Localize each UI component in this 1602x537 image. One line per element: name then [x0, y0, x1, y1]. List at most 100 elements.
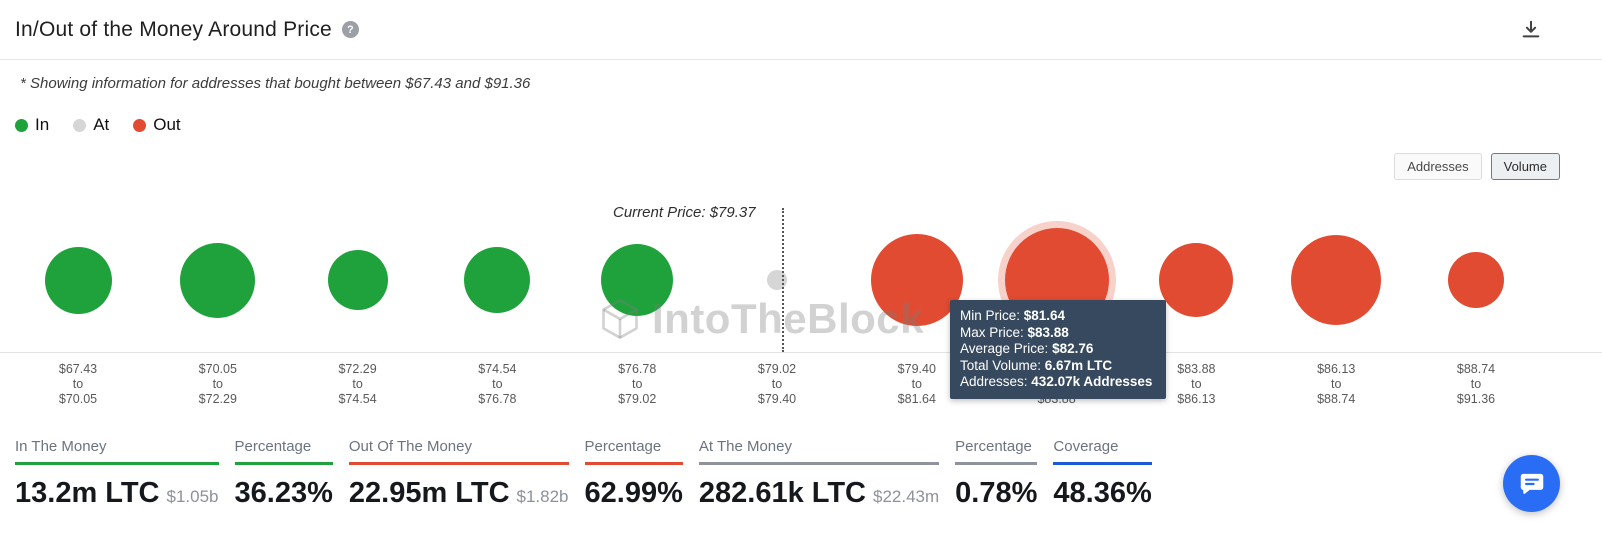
x-axis-tick-11: $88.74 to $91.36: [1411, 362, 1541, 407]
tick-min-price: $72.29: [338, 362, 377, 376]
stat-value: 48.36%: [1053, 477, 1152, 509]
chat-bubble-icon: [1520, 473, 1543, 494]
tick-separator: to: [631, 377, 643, 391]
tick-max-price: $79.02: [618, 392, 657, 406]
x-axis-tick-6: $79.02 to $79.40: [712, 362, 842, 407]
tick-min-price: $74.54: [478, 362, 517, 376]
stat-coverage-7: Coverage 48.36%: [1053, 438, 1152, 510]
tooltip-row-4: Total Volume: 6.67m LTC: [960, 358, 1156, 375]
view-toggle: Addresses Volume: [1394, 153, 1560, 180]
tooltip-row-3: Average Price: $82.76: [960, 341, 1156, 358]
stat-out-of-the-money-3: Out Of The Money 22.95m LTC $1.82b: [348, 438, 569, 510]
stat-value: 36.23%: [234, 477, 333, 509]
tooltip-label: Average Price:: [960, 341, 1053, 356]
help-icon[interactable]: ?: [341, 21, 359, 38]
tooltip-label: Addresses:: [960, 374, 1032, 389]
tooltip-value: 432.07k Addresses: [1031, 374, 1153, 389]
stat-value: 13.2m LTC: [15, 477, 160, 509]
stat-in-the-money-1: In The Money 13.2m LTC $1.05b: [15, 438, 219, 510]
tick-separator: to: [212, 377, 224, 391]
tooltip-label: Total Volume:: [960, 357, 1045, 373]
current-price-line: [782, 208, 784, 352]
tick-separator: to: [352, 377, 363, 391]
stat-value: 62.99%: [584, 477, 683, 509]
bubble-in-1[interactable]: [44, 246, 112, 314]
stat-value: 282.61k LTC: [698, 477, 866, 509]
stat-value-row: 62.99%: [585, 477, 683, 510]
stat-value-row: 13.2m LTC $1.05b: [15, 477, 219, 510]
bubble-chart: IntoTheBlock Current Price: $79.37 $67.4…: [0, 190, 1602, 450]
tick-max-price: $79.40: [757, 392, 797, 406]
current-price-label: Current Price: $79.37: [613, 204, 756, 221]
stat-value: 22.95m LTC: [348, 477, 510, 509]
x-axis-tick-5: $76.78 to $79.02: [572, 362, 702, 407]
stat-label: Percentage: [234, 438, 333, 465]
download-button[interactable]: [1518, 17, 1544, 43]
stat-label: Coverage: [1053, 438, 1152, 465]
tick-separator: to: [492, 377, 503, 391]
tooltip-value: $83.88: [1027, 324, 1069, 340]
stat-value-row: 48.36%: [1053, 477, 1151, 510]
x-axis-tick-2: $70.05 to $72.29: [153, 362, 283, 407]
legend-dot-icon: [133, 118, 147, 132]
stat-value-row: 22.95m LTC $1.82b: [349, 477, 569, 510]
tick-max-price: $88.74: [1317, 392, 1356, 406]
stat-label: Percentage: [955, 438, 1038, 465]
legend-item-in[interactable]: In: [15, 115, 49, 135]
tick-min-price: $79.40: [897, 362, 936, 376]
x-axis-tick-3: $72.29 to $74.54: [293, 362, 423, 407]
tick-separator: to: [72, 377, 84, 391]
stat-value-row: 282.61k LTC $22.43m: [699, 477, 939, 510]
stat-secondary-value: $1.82b: [516, 487, 569, 506]
chat-launcher-button[interactable]: [1503, 455, 1560, 512]
tick-min-price: $70.05: [198, 362, 237, 376]
bubble-in-4[interactable]: [464, 247, 531, 313]
tick-min-price: $76.78: [618, 362, 657, 376]
stat-at-the-money-5: At The Money 282.61k LTC $22.43m: [698, 438, 940, 510]
bubble-out-10[interactable]: [1291, 235, 1382, 325]
tooltip-row-5: Addresses: 432.07k Addresses: [960, 374, 1156, 391]
download-icon: [1522, 20, 1540, 37]
x-axis-tick-1: $67.43 to $70.05: [13, 362, 143, 407]
tooltip-row-1: Min Price: $81.64: [960, 308, 1156, 325]
x-axis-tick-9: $83.88 to $86.13: [1131, 362, 1261, 407]
legend-item-label: In: [35, 115, 50, 134]
x-axis-tick-10: $86.13 to $88.74: [1271, 362, 1401, 407]
x-axis-line: [0, 352, 1602, 353]
bubble-in-3[interactable]: [327, 250, 388, 310]
bubble-out-9[interactable]: [1159, 243, 1234, 317]
tick-max-price: $76.78: [478, 392, 517, 406]
bubble-in-2[interactable]: [180, 242, 256, 318]
bubble-in-5[interactable]: [601, 244, 674, 316]
legend-item-out[interactable]: Out: [133, 115, 181, 135]
stat-secondary-value: $22.43m: [872, 487, 940, 506]
toggle-addresses-button[interactable]: Addresses: [1394, 153, 1482, 180]
tick-min-price: $83.88: [1177, 362, 1216, 376]
tick-max-price: $72.29: [198, 392, 237, 406]
tick-separator: to: [1191, 377, 1202, 391]
stat-value-row: 0.78%: [955, 477, 1037, 510]
tick-separator: to: [1470, 377, 1482, 391]
legend-item-label: Out: [153, 115, 181, 134]
tooltip-label: Min Price:: [960, 308, 1024, 323]
range-subtitle: * Showing information for addresses that…: [20, 75, 531, 92]
tooltip-row-2: Max Price: $83.88: [960, 325, 1156, 342]
tick-max-price: $70.05: [58, 392, 98, 406]
stat-label: At The Money: [698, 438, 940, 465]
stat-label: Percentage: [584, 438, 683, 465]
stat-value-row: 36.23%: [235, 477, 333, 510]
toggle-volume-button[interactable]: Volume: [1490, 153, 1560, 180]
tooltip-label: Max Price:: [960, 324, 1028, 340]
bubble-at-6[interactable]: [767, 270, 787, 290]
tooltip-value: $81.64: [1023, 308, 1066, 323]
stat-label: In The Money: [15, 438, 219, 465]
tick-min-price: $86.13: [1317, 362, 1356, 376]
bubble-out-7[interactable]: [870, 234, 963, 326]
tick-max-price: $91.36: [1456, 392, 1496, 406]
tick-min-price: $79.02: [757, 362, 797, 376]
bubble-out-11[interactable]: [1448, 252, 1504, 308]
legend-item-at[interactable]: At: [73, 115, 109, 135]
tick-max-price: $81.64: [897, 392, 936, 406]
legend-item-label: At: [93, 115, 110, 134]
legend-dot-icon: [15, 118, 28, 132]
